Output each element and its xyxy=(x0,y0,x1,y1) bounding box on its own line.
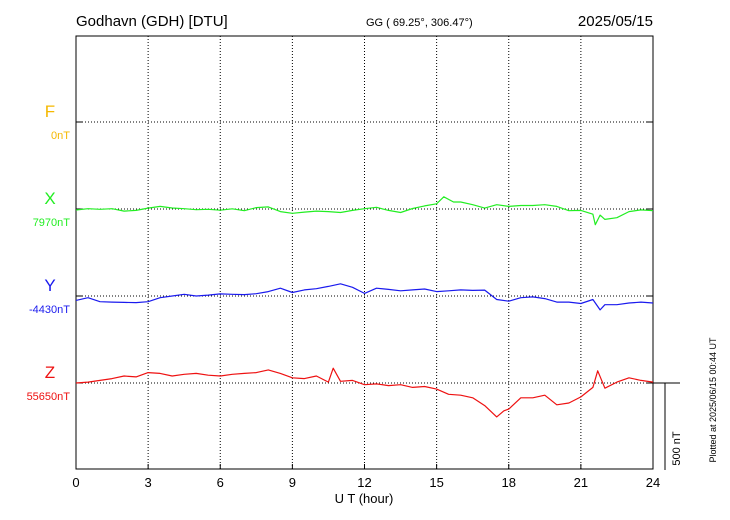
component-name-z: Z xyxy=(45,363,55,382)
date-label: 2025/05/15 xyxy=(578,13,653,30)
x-tick-label: 24 xyxy=(646,475,660,490)
x-tick-label: 15 xyxy=(429,475,443,490)
x-tick-label: 0 xyxy=(72,475,79,490)
x-axis-label: U T (hour) xyxy=(335,491,394,506)
trace-x xyxy=(75,196,654,226)
traces xyxy=(75,196,654,418)
plotted-timestamp: Plotted at 2025/06/15 00:44 UT xyxy=(708,337,718,463)
component-labels: F 0nT X 7970nT Y -4430nT Z 55650nT xyxy=(27,102,71,403)
component-name-y: Y xyxy=(44,276,55,295)
grid xyxy=(76,36,653,469)
trace-y xyxy=(75,283,654,311)
x-tick-label: 21 xyxy=(574,475,588,490)
component-baseline-z: 55650nT xyxy=(27,391,71,403)
component-name-f: F xyxy=(45,102,55,121)
station-coordinates: GG ( 69.25°, 306.47°) xyxy=(366,17,473,29)
x-tick-label: 18 xyxy=(502,475,516,490)
x-axis-ticks: 0 3 6 9 12 15 18 21 24 xyxy=(72,464,660,490)
station-title: Godhavn (GDH) [DTU] xyxy=(76,13,228,30)
component-baseline-f: 0nT xyxy=(51,130,70,142)
component-baseline-y: -4430nT xyxy=(29,304,70,316)
x-tick-label: 12 xyxy=(357,475,371,490)
component-name-x: X xyxy=(44,189,55,208)
trace-z xyxy=(75,367,654,418)
x-tick-label: 3 xyxy=(145,475,152,490)
x-tick-label: 9 xyxy=(289,475,296,490)
scale-bar-label: 500 nT xyxy=(671,431,683,466)
component-baseline-x: 7970nT xyxy=(33,217,71,229)
x-tick-label: 6 xyxy=(217,475,224,490)
scale-bar: 500 nT xyxy=(653,382,683,470)
